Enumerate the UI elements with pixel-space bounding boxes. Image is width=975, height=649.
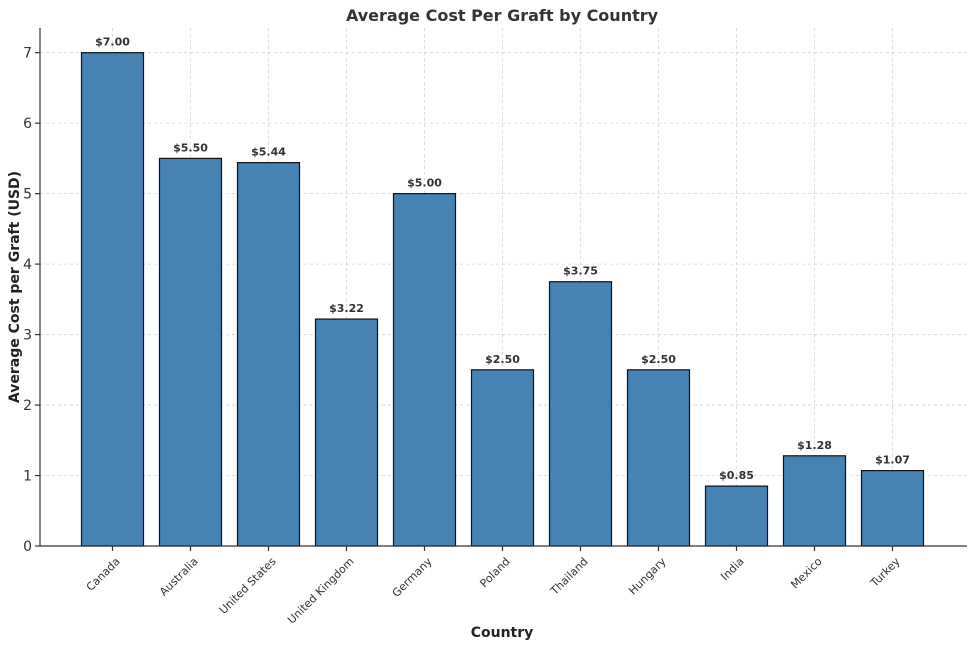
bar-turkey (860, 469, 925, 547)
data-labels: $7.00 $5.50 $5.44 $3.22 $5.00 $2.50 $3.75 $2.50… (95, 36, 910, 482)
bar-thailand (548, 281, 613, 547)
data-label: $2.50 (485, 353, 520, 366)
x-tick-label: Thailand (547, 555, 590, 598)
x-tick-label: Canada (84, 555, 123, 594)
y-tick-label: 7 (23, 46, 32, 62)
bar-india (704, 485, 769, 547)
y-tick-label: 2 (23, 398, 32, 414)
x-tick-label: United States (217, 555, 279, 617)
data-label: $0.85 (719, 469, 754, 482)
bar-hungary (626, 369, 691, 547)
y-tick-label: 0 (23, 539, 32, 555)
y-tick-label: 5 (23, 187, 32, 203)
x-axis-label: Country (471, 625, 534, 641)
x-tick-label: Mexico (788, 555, 825, 592)
data-label: $5.44 (251, 146, 286, 159)
data-label: $5.50 (173, 141, 208, 154)
bar-united-states (236, 162, 301, 547)
x-tick-label: Germany (390, 555, 435, 600)
chart-title: Average Cost Per Graft by Country (346, 6, 659, 25)
bars (80, 52, 925, 547)
y-tick-label: 1 (23, 469, 32, 485)
data-label: $1.28 (797, 439, 832, 452)
x-tick-label: India (718, 555, 746, 583)
bar-united-kingdom (314, 318, 379, 547)
bar-mexico (782, 455, 847, 547)
data-label: $2.50 (641, 353, 676, 366)
bar-germany (392, 193, 457, 547)
x-tick-label: United Kingdom (285, 555, 357, 627)
y-tick-label: 6 (23, 116, 32, 132)
x-tick-labels: Canada Australia United States United Kingd… (84, 546, 903, 627)
bar-australia (158, 157, 223, 547)
x-tick-label: Turkey (867, 555, 903, 591)
bar-poland (470, 369, 535, 547)
bar-canada (80, 52, 145, 547)
data-label: $5.00 (407, 177, 442, 190)
data-label: $3.22 (329, 302, 364, 315)
data-label: $1.07 (875, 454, 910, 467)
y-axis-label: Average Cost per Graft (USD) (7, 171, 23, 403)
y-tick-label: 3 (23, 328, 32, 344)
x-tick-label: Australia (157, 555, 201, 599)
y-tick-label: 4 (23, 257, 32, 273)
y-tick-labels: 0 1 2 3 4 5 6 7 (23, 46, 40, 555)
data-label: $7.00 (95, 36, 130, 49)
x-tick-label: Hungary (626, 555, 669, 598)
data-label: $3.75 (563, 265, 598, 278)
x-tick-label: Poland (477, 555, 512, 590)
